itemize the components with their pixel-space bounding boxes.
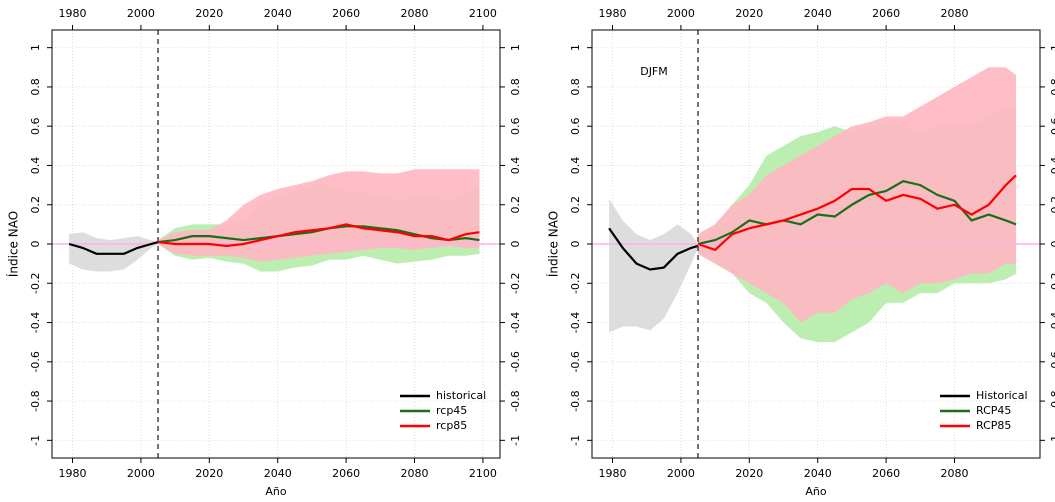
- range-band: [609, 198, 699, 333]
- y-tick-label: -0.6: [509, 351, 522, 372]
- legend-label: RCP85: [976, 419, 1011, 432]
- y-tick-label: -1: [509, 435, 522, 446]
- series-line: [68, 240, 159, 255]
- y-tick-label: -0.6: [1049, 351, 1055, 372]
- x-tick-label: 2040: [804, 467, 832, 480]
- series-line: [697, 174, 1017, 252]
- x-tick-label: 2080: [401, 7, 429, 20]
- y-tick-label: 0.8: [29, 78, 42, 96]
- y-tick-label: 0.4: [509, 157, 522, 175]
- x-tick-label: 1980: [599, 7, 627, 20]
- y-tick-label: 0.2: [1049, 196, 1055, 214]
- y-tick-label: -0.2: [29, 273, 42, 294]
- y-tick-label: 0.2: [569, 196, 582, 214]
- y-tick-label: 0: [1049, 241, 1055, 248]
- y-tick-label: 0.4: [29, 157, 42, 175]
- y-tick-label: -0.8: [29, 390, 42, 411]
- y-tick-label: 0.6: [1049, 117, 1055, 135]
- y-axis-label: Índice NAO: [546, 211, 561, 277]
- x-tick-label: 2000: [127, 7, 155, 20]
- y-tick-label: 0: [509, 241, 522, 248]
- y-tick-label: -0.6: [29, 351, 42, 372]
- y-tick-label: 0: [569, 241, 582, 248]
- x-tick-label: 2020: [195, 7, 223, 20]
- y-tick-label: 0.8: [569, 78, 582, 96]
- y-tick-label: -0.4: [1049, 312, 1055, 333]
- y-axis-label: Índice NAO: [6, 211, 21, 277]
- x-tick-label: 2040: [264, 467, 292, 480]
- x-tick-label: 2100: [469, 467, 497, 480]
- x-tick-label: 2000: [667, 7, 695, 20]
- x-tick-label: 1980: [59, 467, 87, 480]
- series-line: [157, 223, 480, 248]
- legend-label: historical: [436, 389, 486, 402]
- legend-label: rcp45: [436, 404, 467, 417]
- y-tick-label: 0.4: [1049, 157, 1055, 175]
- y-tick-label: 0.4: [569, 157, 582, 175]
- y-tick-label: -1: [29, 435, 42, 446]
- range-band: [158, 169, 480, 262]
- x-tick-label: 2080: [941, 7, 969, 20]
- x-tick-label: 2100: [469, 7, 497, 20]
- y-tick-label: 1: [1049, 44, 1055, 51]
- y-tick-label: 0.2: [29, 196, 42, 214]
- y-tick-label: -0.4: [569, 312, 582, 333]
- x-axis-label: Año: [265, 485, 286, 498]
- x-tick-label: 2000: [127, 467, 155, 480]
- x-tick-label: 2060: [332, 7, 360, 20]
- x-tick-label: 2020: [735, 7, 763, 20]
- y-tick-label: -0.8: [509, 390, 522, 411]
- x-tick-label: 2040: [264, 7, 292, 20]
- y-tick-label: -1: [1049, 435, 1055, 446]
- y-tick-label: -0.2: [569, 273, 582, 294]
- y-tick-label: 0.6: [569, 117, 582, 135]
- x-tick-label: 2060: [332, 467, 360, 480]
- x-axis-label: Año: [805, 485, 826, 498]
- y-tick-label: 1: [569, 44, 582, 51]
- y-tick-label: 0.6: [509, 117, 522, 135]
- y-tick-label: 0.6: [29, 117, 42, 135]
- x-tick-label: 2040: [804, 7, 832, 20]
- y-tick-label: 0.2: [509, 196, 522, 214]
- x-tick-label: 2080: [941, 467, 969, 480]
- legend-label: rcp85: [436, 419, 467, 432]
- y-tick-label: 0: [29, 241, 42, 248]
- y-tick-label: -0.4: [509, 312, 522, 333]
- x-tick-label: 2020: [735, 467, 763, 480]
- series-line: [608, 227, 699, 271]
- y-tick-label: -0.8: [569, 390, 582, 411]
- legend-label: RCP45: [976, 404, 1011, 417]
- legend-label: Historical: [976, 389, 1028, 402]
- y-tick-label: -0.8: [1049, 390, 1055, 411]
- y-tick-label: -1: [569, 435, 582, 446]
- y-tick-label: 1: [509, 44, 522, 51]
- annotation: DJFM: [640, 65, 668, 78]
- y-tick-label: -0.2: [1049, 273, 1055, 294]
- series-line: [697, 180, 1017, 246]
- y-tick-label: -0.4: [29, 312, 42, 333]
- y-tick-label: -0.2: [509, 273, 522, 294]
- x-tick-label: 1980: [59, 7, 87, 20]
- x-tick-label: 2000: [667, 467, 695, 480]
- x-tick-label: 2060: [872, 467, 900, 480]
- x-tick-label: 2060: [872, 7, 900, 20]
- y-tick-label: 1: [29, 44, 42, 51]
- x-tick-label: 2020: [195, 467, 223, 480]
- y-tick-label: 0.8: [1049, 78, 1055, 96]
- x-tick-label: 1980: [599, 467, 627, 480]
- range-band: [698, 67, 1017, 323]
- range-band: [69, 232, 159, 272]
- y-tick-label: 0.8: [509, 78, 522, 96]
- x-tick-label: 2080: [401, 467, 429, 480]
- y-tick-label: -0.6: [569, 351, 582, 372]
